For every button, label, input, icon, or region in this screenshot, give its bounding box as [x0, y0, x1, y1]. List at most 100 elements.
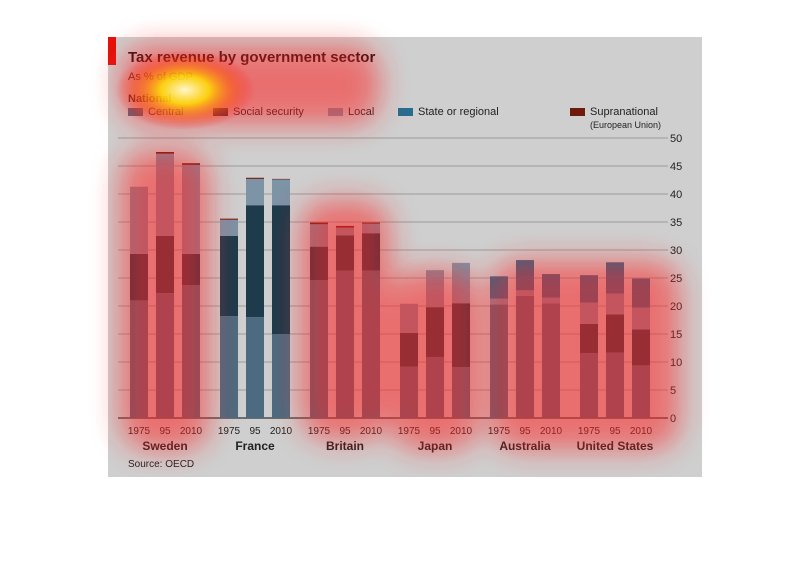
bar-segment-state [632, 278, 650, 308]
x-tick-label: 1975 [218, 426, 241, 437]
y-tick-label: 40 [670, 189, 682, 201]
bar-segment-state [490, 276, 508, 299]
group-label: United States [577, 439, 654, 453]
legend-note-supra: (European Union) [590, 120, 662, 130]
x-tick-label: 95 [339, 426, 351, 437]
bar-segment-central [452, 367, 470, 418]
bar-segment-social [220, 236, 238, 317]
y-tick-label: 10 [670, 357, 682, 369]
y-tick-label: 35 [670, 217, 682, 229]
bar-segment-local [580, 302, 598, 324]
bar-segment-central [606, 352, 624, 418]
y-tick-label: 50 [670, 133, 682, 145]
bar-segment-central [182, 285, 200, 418]
bar-segment-supra [220, 218, 238, 220]
bar-segment-supra [336, 225, 354, 228]
bar-segment-local [362, 223, 380, 234]
bar-segment-supra [182, 163, 200, 165]
y-tick-label: 15 [670, 329, 682, 341]
bar-segment-local [220, 219, 238, 236]
bar-chart: 0 5 10 15 20 25 30 35 40 45 50 1975 95 2010 Sweden 1975… [118, 133, 682, 453]
bar-segment-central [426, 356, 444, 418]
bar-segment-local [156, 153, 174, 236]
y-tick-label: 30 [670, 245, 682, 257]
bar-segment-social [426, 307, 444, 357]
bar-segment-supra [246, 177, 264, 179]
group-label: Sweden [142, 439, 187, 453]
bar-segment-state [580, 275, 598, 303]
bar-segment-supra [272, 178, 290, 180]
group-label: France [235, 439, 275, 453]
bar-segment-social [452, 303, 470, 368]
legend-label-state: State or regional [418, 106, 499, 118]
x-tick-label: 95 [429, 426, 441, 437]
bar-segment-local [452, 262, 470, 304]
group-label: Britain [326, 439, 364, 453]
chart-figure: Tax revenue by government sector As % of… [108, 37, 702, 477]
bar-segment-central [490, 304, 508, 418]
x-tick-label: 95 [249, 426, 261, 437]
bar-segment-central [362, 270, 380, 418]
y-tick-label: 20 [670, 301, 682, 313]
bar-segment-state [516, 260, 534, 291]
x-tick-label: 95 [519, 426, 531, 437]
legend-supra: Supranational [570, 106, 658, 118]
bar-segment-supra [310, 222, 328, 225]
x-tick-label: 2010 [270, 426, 293, 437]
bar-segment-local [310, 224, 328, 247]
x-tick-label: 2010 [180, 426, 203, 437]
legend-label-supra: Supranational [590, 106, 658, 118]
x-tick-label: 95 [159, 426, 171, 437]
bar-segment-central [580, 353, 598, 418]
y-tick-label: 0 [670, 413, 676, 425]
bar-segment-local [606, 293, 624, 315]
chart-source: Source: OECD [128, 459, 195, 470]
bar-segment-local [246, 178, 264, 206]
bar-segment-local [426, 270, 444, 308]
bar-segment-central [336, 270, 354, 418]
bar-segment-central [272, 334, 290, 418]
bar-segment-local [490, 298, 508, 305]
x-tick-label: 1975 [578, 426, 601, 437]
bar-segment-social [580, 323, 598, 354]
x-tick-label: 1975 [308, 426, 331, 437]
y-tick-label: 5 [670, 385, 676, 397]
brand-tab [108, 37, 116, 65]
x-tick-label: 2010 [450, 426, 473, 437]
bar-segment-social [606, 314, 624, 353]
bar-segment-social [156, 236, 174, 294]
bar-segment-central [220, 316, 238, 418]
legend-swatch-state [398, 108, 413, 117]
bar-segment-social [632, 329, 650, 366]
group-label: Australia [499, 439, 551, 453]
bar-segment-central [516, 295, 534, 418]
bar-segment-local [632, 307, 650, 330]
bar-segment-central [156, 293, 174, 418]
x-tick-label: 95 [609, 426, 621, 437]
bar-segment-social [130, 253, 148, 301]
bar-segment-local [182, 164, 200, 254]
bar-segment-social [400, 332, 418, 367]
bar-segment-local [130, 186, 148, 254]
bar-segment-social [362, 233, 380, 271]
bar-segment-central [246, 317, 264, 418]
group-label: Japan [418, 439, 453, 453]
x-tick-label: 2010 [540, 426, 563, 437]
x-tick-label: 2010 [630, 426, 653, 437]
x-tick-label: 1975 [398, 426, 421, 437]
bar-segment-local [516, 290, 534, 296]
bar-segment-social [336, 235, 354, 271]
bar-segment-central [400, 366, 418, 418]
bar-segment-social [182, 253, 200, 286]
bar-segment-supra [362, 222, 380, 224]
bar-segment-local [272, 179, 290, 206]
bar-segment-local [336, 227, 354, 236]
bar-segment-local [400, 303, 418, 333]
bar-segment-state [542, 274, 560, 298]
bar-segment-social [272, 205, 290, 334]
bar-segment-social [310, 246, 328, 281]
bar-segment-central [542, 303, 560, 418]
bar-segment-central [130, 300, 148, 418]
y-tick-label: 25 [670, 273, 682, 285]
bar-segment-supra [156, 152, 174, 154]
